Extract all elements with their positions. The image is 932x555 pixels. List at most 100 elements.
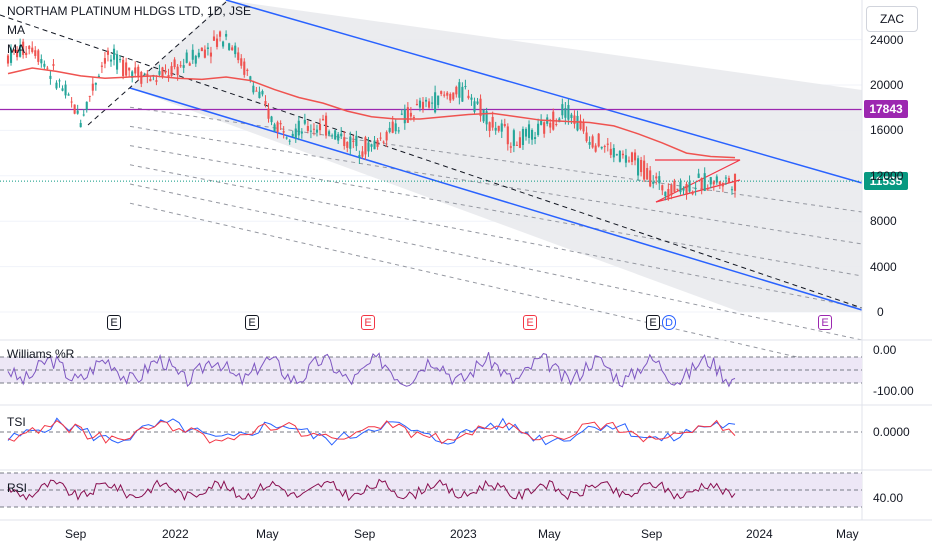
ma-legend-2[interactable]: MA	[7, 42, 25, 56]
candle	[103, 58, 106, 64]
candle	[340, 133, 343, 137]
event-marker-dividend[interactable]: D	[662, 315, 676, 330]
candle	[585, 132, 588, 142]
candle	[306, 126, 309, 131]
candle	[503, 124, 506, 126]
candle	[633, 152, 637, 161]
candle	[488, 122, 491, 131]
tsi-signal-line	[7, 419, 736, 445]
candle	[106, 50, 110, 55]
candle	[346, 141, 349, 148]
candle	[467, 95, 470, 99]
y-tick-label: 12000	[870, 168, 904, 183]
tsi-pane-label[interactable]: TSI	[7, 415, 26, 429]
x-tick-label: Sep	[65, 527, 87, 541]
candle	[70, 101, 73, 103]
candle	[252, 85, 255, 93]
rsi-pane-label[interactable]: RSI	[7, 481, 28, 495]
candle	[403, 108, 406, 124]
candle	[624, 155, 628, 163]
y-tick-label: 20000	[870, 78, 904, 92]
candle	[564, 108, 567, 118]
candle	[273, 124, 276, 132]
event-marker-earnings-past[interactable]: E	[646, 315, 660, 330]
candle	[521, 128, 525, 145]
candle	[537, 123, 540, 136]
candle	[109, 59, 113, 62]
candle	[355, 135, 358, 147]
candle	[555, 123, 558, 125]
event-marker-earnings-past[interactable]: E	[107, 315, 121, 330]
candle	[218, 31, 222, 37]
candle	[267, 108, 270, 119]
candle	[658, 176, 661, 184]
channel-upper-line	[225, 0, 863, 184]
williams-tick-bottom: -100.00	[873, 384, 914, 398]
candle	[694, 187, 697, 190]
candle	[188, 63, 191, 66]
channel-dashed-line	[129, 125, 863, 245]
ma-legend-1[interactable]: MA	[7, 23, 25, 37]
candle	[421, 101, 425, 110]
candle	[197, 52, 200, 57]
candle	[231, 47, 234, 51]
candle	[352, 140, 355, 142]
candle	[476, 101, 479, 104]
tsi-tick: 0.0000	[873, 425, 910, 439]
candle	[733, 173, 737, 191]
candle	[343, 137, 346, 147]
candle	[31, 47, 34, 52]
candle	[440, 91, 443, 94]
candle	[100, 65, 103, 67]
candle	[527, 124, 531, 138]
candle	[691, 191, 694, 195]
candle	[179, 65, 182, 67]
event-marker-earnings-past[interactable]: E	[245, 315, 259, 330]
candle	[373, 140, 376, 150]
candle	[579, 120, 582, 130]
candle	[627, 160, 631, 162]
last-price-tag: 11535	[864, 172, 908, 191]
candle	[79, 123, 82, 128]
candle	[606, 143, 609, 145]
channel-dashed-line	[129, 145, 863, 277]
candle	[573, 115, 576, 125]
candle	[500, 123, 503, 132]
candle	[506, 126, 509, 145]
williams-pane-label[interactable]: Williams %R	[7, 347, 75, 361]
candle	[518, 137, 521, 148]
candle	[458, 82, 461, 98]
currency-button[interactable]: ZAC	[866, 6, 918, 32]
candle	[715, 176, 718, 183]
candle	[621, 153, 624, 156]
y-tick-label: 4000	[870, 259, 897, 274]
candle	[203, 49, 206, 58]
candle	[664, 191, 667, 197]
candle	[312, 128, 316, 130]
candle	[461, 86, 464, 102]
candle	[649, 170, 652, 187]
candle	[137, 66, 140, 78]
candle	[315, 129, 319, 133]
event-marker-earnings-miss[interactable]: E	[523, 315, 537, 330]
candle	[427, 101, 431, 108]
candle	[55, 82, 58, 89]
moving-average-line	[7, 67, 736, 159]
event-marker-earnings-miss[interactable]: E	[361, 315, 375, 330]
candle	[685, 183, 688, 195]
candle	[609, 148, 612, 155]
candle	[718, 181, 721, 185]
candle	[479, 98, 482, 117]
candle	[22, 41, 25, 55]
x-tick-label: Sep	[354, 527, 376, 541]
candle	[415, 103, 418, 105]
candle	[288, 140, 291, 142]
candle	[73, 104, 76, 114]
candle	[434, 92, 437, 113]
event-marker-earnings-future[interactable]: E	[818, 315, 832, 330]
candle	[534, 137, 537, 139]
candle	[209, 52, 213, 57]
channel-lower-line	[129, 87, 863, 311]
candle	[643, 160, 646, 180]
